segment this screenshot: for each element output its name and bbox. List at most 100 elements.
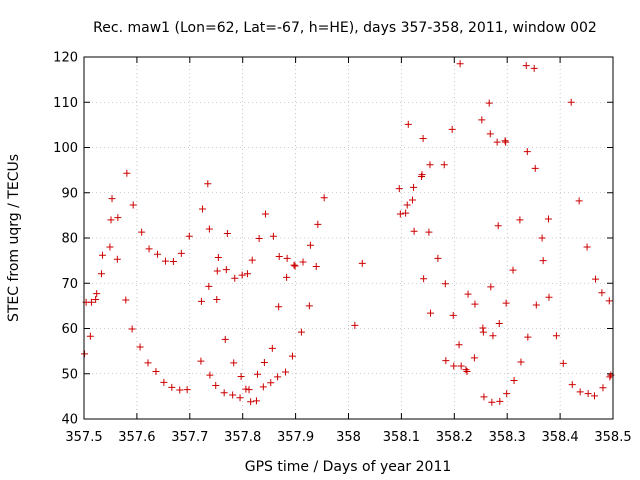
- data-point-plus-marker: [144, 359, 152, 367]
- data-point-plus-marker: [123, 169, 131, 177]
- data-points: [81, 60, 615, 406]
- data-point-plus-marker: [448, 125, 456, 133]
- data-point-plus-marker: [283, 254, 291, 262]
- data-point-plus-marker: [455, 341, 463, 349]
- data-point-plus-marker: [87, 298, 95, 306]
- data-point-plus-marker: [136, 343, 144, 351]
- data-point-plus-marker: [214, 253, 222, 261]
- data-point-plus-marker: [275, 303, 283, 311]
- data-point-plus-marker: [479, 324, 487, 332]
- data-point-plus-marker: [299, 258, 307, 266]
- data-point-plus-marker: [402, 209, 410, 217]
- data-point-plus-marker: [92, 296, 100, 304]
- data-point-plus-marker: [106, 243, 114, 251]
- data-point-plus-marker: [605, 297, 613, 305]
- data-point-plus-marker: [539, 257, 547, 265]
- data-point-plus-marker: [410, 183, 418, 191]
- data-point-plus-marker: [545, 293, 553, 301]
- data-point-plus-marker: [99, 251, 107, 259]
- data-point-plus-marker: [509, 266, 517, 274]
- data-point-plus-marker: [425, 228, 433, 236]
- data-point-plus-marker: [114, 214, 122, 222]
- data-point-plus-marker: [575, 197, 583, 205]
- data-point-plus-marker: [524, 333, 532, 341]
- data-point-plus-marker: [358, 259, 366, 267]
- data-point-plus-marker: [255, 234, 263, 242]
- data-point-plus-marker: [531, 164, 539, 172]
- data-point-plus-marker: [584, 390, 592, 398]
- data-point-plus-marker: [113, 255, 121, 263]
- grid: [84, 57, 613, 419]
- data-point-plus-marker: [283, 273, 291, 281]
- data-point-plus-marker: [552, 332, 560, 340]
- data-point-plus-marker: [320, 194, 328, 202]
- data-point-plus-marker: [523, 148, 531, 156]
- data-point-plus-marker: [599, 384, 607, 392]
- data-point-plus-marker: [559, 359, 567, 367]
- x-tick-label: 358: [336, 430, 361, 445]
- y-tick-label: 80: [61, 232, 78, 247]
- data-point-plus-marker: [220, 389, 228, 397]
- x-tick-label: 358.4: [541, 430, 578, 445]
- data-point-plus-marker: [229, 391, 237, 399]
- data-point-plus-marker: [169, 258, 177, 266]
- data-point-plus-marker: [254, 370, 262, 378]
- data-point-plus-marker: [590, 392, 598, 400]
- data-point-plus-marker: [488, 398, 496, 406]
- y-tick-label: 60: [61, 322, 78, 337]
- data-point-plus-marker: [222, 266, 230, 274]
- data-point-plus-marker: [213, 296, 221, 304]
- data-point-plus-marker: [449, 311, 457, 319]
- data-point-plus-marker: [145, 245, 153, 253]
- data-point-plus-marker: [205, 282, 213, 290]
- data-point-plus-marker: [510, 377, 518, 385]
- data-point-plus-marker: [522, 62, 530, 70]
- y-tick-label: 120: [53, 51, 78, 66]
- y-tick-label: 40: [61, 413, 78, 428]
- data-point-plus-marker: [485, 99, 493, 107]
- data-point-plus-marker: [274, 373, 282, 381]
- data-point-plus-marker: [470, 354, 478, 362]
- y-tick-label: 70: [61, 277, 78, 292]
- data-point-plus-marker: [268, 344, 276, 352]
- data-point-plus-marker: [197, 297, 205, 305]
- data-point-plus-marker: [282, 368, 290, 376]
- data-point-plus-marker: [598, 289, 606, 297]
- x-tick-labels: 357.5 357.6 357.7 357.8 357.9 358 358.1 358.2 35…: [65, 430, 631, 445]
- data-point-plus-marker: [305, 302, 313, 310]
- data-point-plus-marker: [259, 383, 267, 391]
- x-tick-label: 357.8: [224, 430, 261, 445]
- data-point-plus-marker: [197, 357, 205, 365]
- data-point-plus-marker: [592, 275, 600, 283]
- data-point-plus-marker: [297, 328, 305, 336]
- plot-frame: [83, 56, 614, 420]
- data-point-plus-marker: [502, 299, 510, 307]
- data-point-plus-marker: [290, 261, 298, 269]
- y-tick-label: 100: [53, 141, 78, 156]
- x-tick-label: 357.7: [171, 430, 208, 445]
- data-point-plus-marker: [403, 201, 411, 209]
- data-point-plus-marker: [168, 383, 176, 391]
- x-tick-label: 358.3: [489, 430, 526, 445]
- x-tick-label: 357.9: [277, 430, 314, 445]
- x-axis-label: GPS time / Days of year 2011: [245, 459, 452, 475]
- data-point-plus-marker: [176, 386, 184, 394]
- x-tick-label: 358.1: [383, 430, 420, 445]
- data-point-plus-marker: [97, 270, 105, 278]
- data-point-plus-marker: [248, 256, 256, 264]
- data-point-plus-marker: [223, 229, 231, 237]
- data-point-plus-marker: [434, 254, 442, 262]
- data-point-plus-marker: [213, 267, 221, 275]
- data-point-plus-marker: [108, 195, 116, 203]
- data-point-plus-marker: [204, 180, 212, 188]
- data-point-plus-marker: [206, 371, 214, 379]
- data-point-plus-marker: [463, 367, 471, 375]
- data-point-plus-marker: [420, 275, 428, 283]
- data-point-plus-marker: [479, 328, 487, 336]
- data-point-plus-marker: [267, 379, 275, 387]
- data-point-plus-marker: [442, 357, 450, 365]
- data-point-plus-marker: [567, 98, 575, 106]
- data-point-plus-marker: [478, 116, 486, 124]
- data-point-plus-marker: [291, 262, 299, 270]
